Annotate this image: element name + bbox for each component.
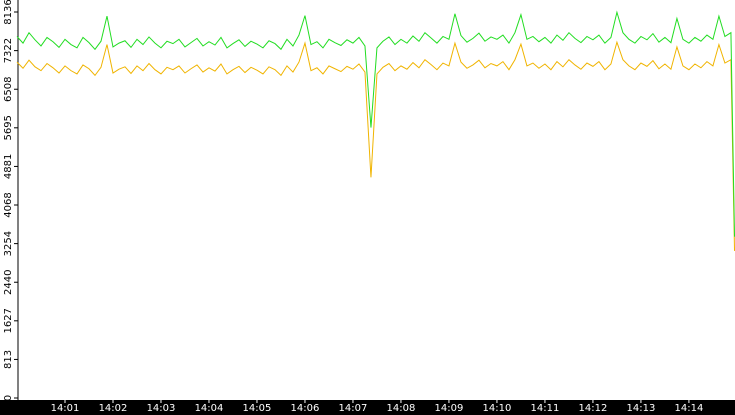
x-tick-label: 14:11	[531, 403, 560, 414]
x-tick-label: 14:07	[339, 403, 368, 414]
x-tick-label: 14:05	[243, 403, 272, 414]
y-tick-label: 5695	[3, 115, 14, 140]
y-tick-label: 1627	[3, 308, 14, 333]
x-tick-label: 14:08	[387, 403, 416, 414]
line-series	[16, 40, 735, 251]
x-tick-label: 14:10	[483, 403, 512, 414]
y-tick-label: 0	[3, 395, 14, 401]
y-tick-label: 6508	[3, 77, 14, 102]
line-series	[16, 10, 735, 237]
x-tick-label: 14:13	[627, 403, 656, 414]
x-tick-label: 14:12	[579, 403, 608, 414]
y-tick-label: 4881	[3, 154, 14, 179]
y-tick-label: 2440	[3, 270, 14, 295]
x-tick-label: 14:09	[435, 403, 464, 414]
y-tick-label: 813	[3, 350, 14, 369]
x-tick-label: 14:04	[195, 403, 224, 414]
x-tick-label: 14:06	[291, 403, 320, 414]
y-tick-label: 8136	[3, 0, 14, 25]
x-tick-label: 14:02	[99, 403, 128, 414]
y-tick-label: 3254	[3, 231, 14, 256]
x-tick-label: 14:03	[147, 403, 176, 414]
y-tick-label: 4068	[3, 192, 14, 217]
x-tick-label: 14:14	[675, 403, 704, 414]
x-axis-bar	[0, 400, 735, 415]
x-tick-label: 14:01	[51, 403, 80, 414]
y-tick-label: 7322	[3, 38, 14, 63]
